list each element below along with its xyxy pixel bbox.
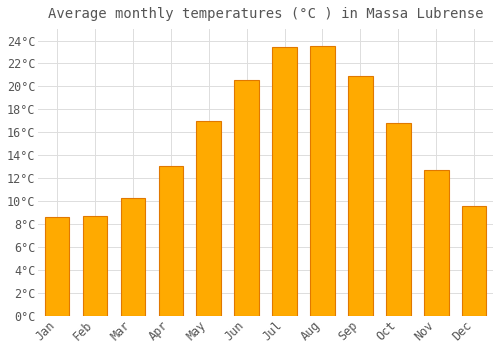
Bar <box>45 217 70 316</box>
Bar <box>310 46 335 316</box>
Bar <box>462 206 486 316</box>
Bar <box>196 121 221 316</box>
Title: Average monthly temperatures (°C ) in Massa Lubrense: Average monthly temperatures (°C ) in Ma… <box>48 7 484 21</box>
Bar <box>234 79 259 316</box>
Bar <box>348 76 372 316</box>
Bar <box>158 166 183 316</box>
Bar <box>83 216 108 316</box>
Bar <box>424 170 448 316</box>
Bar <box>120 198 146 316</box>
Bar <box>386 123 410 316</box>
Bar <box>272 47 297 316</box>
